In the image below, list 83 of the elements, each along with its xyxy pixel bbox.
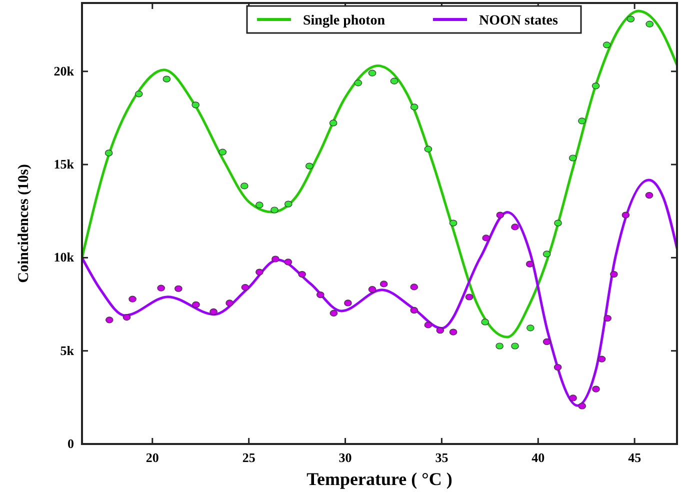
point [157,284,165,292]
x-tick-label: 40 [532,450,545,465]
point [305,162,314,170]
x-tick-label: 30 [338,450,352,465]
point [210,308,218,316]
point [128,296,136,302]
point [568,154,577,162]
point [610,270,618,278]
point [272,256,280,262]
point [496,212,504,218]
point [511,342,519,350]
y-tick-label: 15k [54,156,75,172]
point [270,206,278,214]
point [424,322,432,328]
point [344,300,352,306]
x-tick-label: 45 [628,450,642,465]
x-tick-label: 20 [146,450,159,465]
point [192,301,200,308]
legend-label: NOON states [479,14,558,28]
point [316,291,324,298]
point [284,258,292,266]
point [162,76,171,82]
point [578,118,586,124]
line-series [82,10,677,338]
x-axis-title: Temperature ( °C ) [306,469,452,489]
point [410,306,418,314]
x-tick-label: 25 [242,450,256,465]
point [134,90,143,98]
point [449,328,458,336]
y-tick-label: 0 [68,436,74,451]
point [240,182,248,190]
point [542,250,551,258]
point [256,202,264,208]
y-tick-label: 20k [54,63,75,78]
point [449,220,458,226]
point [298,270,306,278]
point [218,148,226,156]
y-tick-label: 10k [54,250,75,265]
point [122,314,131,321]
point [410,284,418,290]
point [465,294,474,300]
point [604,314,612,322]
point [481,318,489,326]
point [104,150,113,156]
y-axis-title: Coincidences (10s) [16,164,32,283]
point [496,342,504,350]
x-tick-label: 35 [435,450,449,465]
point [578,402,586,410]
point [592,82,600,90]
point [526,324,534,332]
point [284,200,292,208]
point [380,280,388,288]
point [554,220,562,226]
point [330,310,338,317]
point [256,268,264,276]
point [241,284,250,291]
point [622,212,630,218]
point [192,102,200,108]
point [368,286,376,293]
point [511,224,519,230]
legend-label: Single photon [303,14,386,28]
point [368,70,376,76]
point [592,386,600,392]
y-tick-label: 5k [60,342,75,358]
point [626,16,635,22]
point [390,78,398,84]
point [542,338,551,346]
point [174,285,182,292]
point [645,192,654,199]
point [482,234,490,242]
point [526,260,534,268]
point [554,364,562,371]
point [602,42,611,48]
point [329,120,338,126]
point [569,394,577,402]
point [424,146,432,152]
point [436,327,444,334]
point [598,356,606,362]
point [354,80,362,86]
point [105,316,114,324]
point [226,300,234,306]
point [646,20,654,28]
point [410,104,418,110]
